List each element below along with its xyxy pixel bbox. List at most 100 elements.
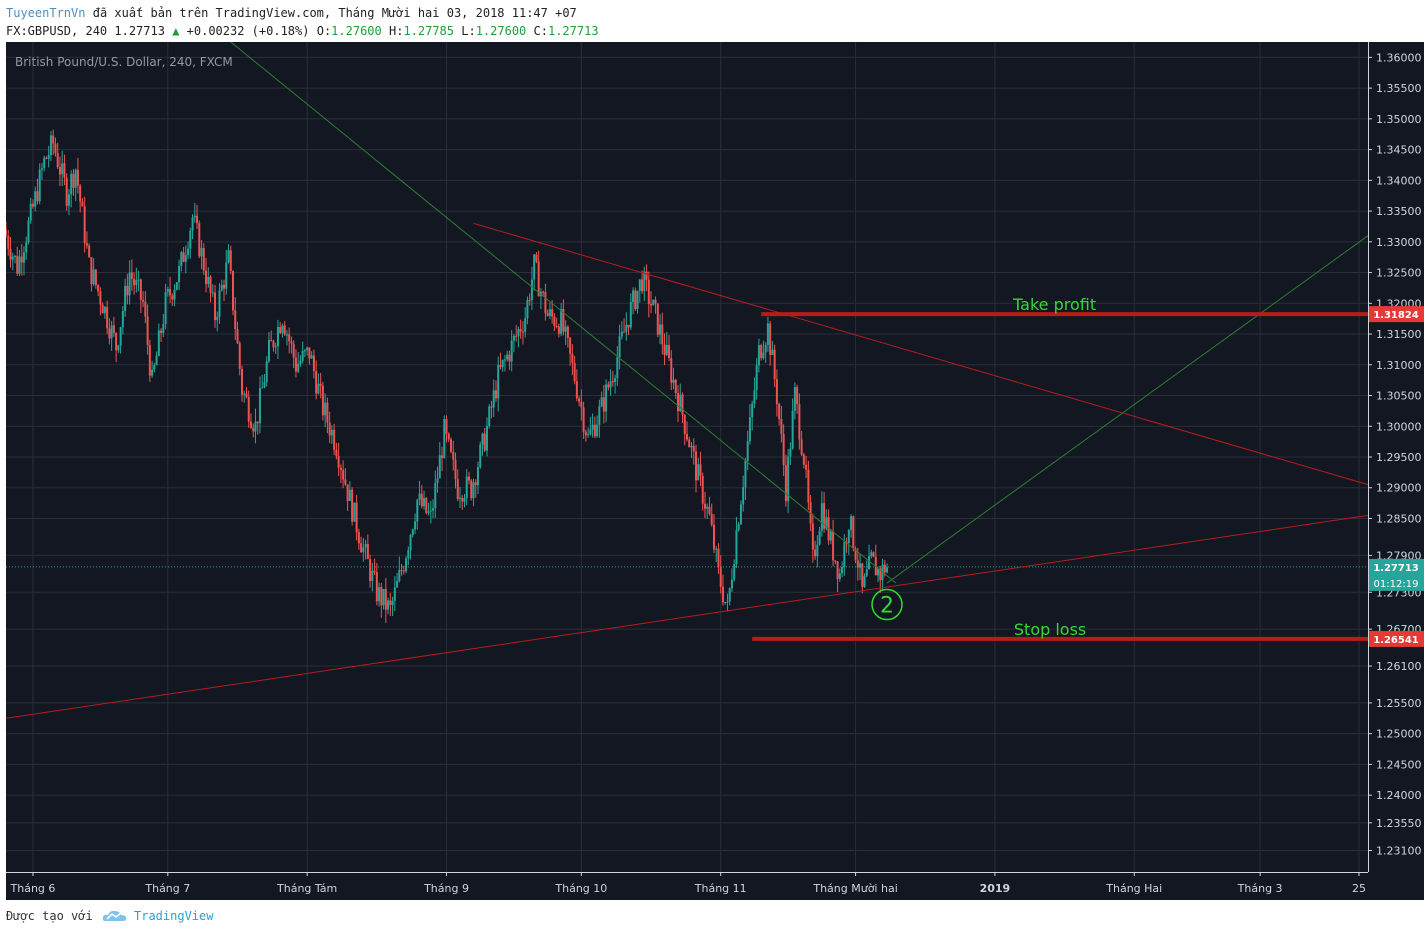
candle-body <box>456 479 459 499</box>
candle-body <box>654 299 657 304</box>
trendline-red <box>6 514 1369 719</box>
candle-body <box>351 489 354 522</box>
candle-body <box>546 313 549 316</box>
candle-body <box>11 256 14 260</box>
candle-body <box>247 397 250 422</box>
high-label: H: <box>388 24 404 38</box>
candle-body <box>45 157 48 159</box>
candle-body <box>36 191 39 202</box>
candle-body <box>47 155 50 159</box>
tradingview-link[interactable]: TradingView <box>134 909 214 923</box>
candle-body <box>389 600 392 606</box>
candle-body <box>827 517 830 541</box>
candle-body <box>263 382 266 388</box>
candle-body <box>13 255 16 257</box>
candle-body <box>88 245 91 258</box>
candle-body <box>160 330 163 334</box>
time-axis[interactable]: Tháng 6 Tháng 7 Tháng Tám Tháng 9 Tháng 10 Th… <box>6 872 1368 895</box>
candle-body <box>609 381 612 388</box>
change-value: +0.00232 (+0.18%) <box>186 24 310 38</box>
candle-body <box>632 290 635 302</box>
candle-body <box>677 393 680 412</box>
candle-body <box>148 344 151 376</box>
candle-body <box>6 229 7 236</box>
candle-body <box>652 299 655 306</box>
candle-body <box>452 451 455 460</box>
candle-body <box>737 524 740 531</box>
author-link[interactable]: TuyeenTrnVn <box>6 6 86 20</box>
take-profit-price-tag <box>1369 306 1424 323</box>
candle-body <box>789 448 792 457</box>
candle-body <box>299 360 302 364</box>
wave-marker-label: 2 <box>880 594 894 619</box>
candle-body <box>398 569 401 581</box>
price-chart[interactable]: British Pound/U.S. Dollar, 240, FXCM Tak… <box>6 42 1424 900</box>
candle-body <box>641 279 644 292</box>
candle-body <box>470 480 473 499</box>
candle-body <box>58 167 61 175</box>
candle-body <box>225 262 228 289</box>
candle-body <box>380 587 383 606</box>
candle-body <box>205 270 208 285</box>
candle-body <box>252 427 255 432</box>
price-tick-label: 1.23550 <box>1376 817 1422 830</box>
take-profit-label: Take profit <box>1012 295 1096 314</box>
candle-body <box>49 135 52 156</box>
candle-body <box>360 543 363 553</box>
candle-body <box>719 566 722 587</box>
candle-body <box>310 355 313 359</box>
trendline-red <box>473 222 1369 486</box>
candle-body <box>76 169 79 186</box>
candle-body <box>366 543 369 559</box>
candle-body <box>629 301 632 328</box>
candle-body <box>211 292 214 294</box>
candle-body <box>647 279 650 305</box>
candle-body <box>548 309 551 316</box>
candle-body <box>681 394 684 415</box>
change-up-icon: ▲ <box>172 24 180 38</box>
candle-body <box>166 289 169 293</box>
candle-body <box>335 449 338 457</box>
candle-body <box>721 586 724 603</box>
price-tick-label: 1.30500 <box>1376 390 1422 403</box>
price-axis[interactable]: 1.36000 1.35500 1.35000 1.34500 1.34000 1.335… <box>1368 42 1424 900</box>
candle-body <box>52 135 55 144</box>
candle-body <box>717 548 720 567</box>
published-text: đã xuất bản trên TradingView.com, Tháng … <box>92 6 577 20</box>
candle-body <box>566 326 569 338</box>
candle-body <box>220 284 223 291</box>
candle-body <box>29 203 32 221</box>
price-tick-label: 1.35500 <box>1376 82 1422 95</box>
candle-body <box>189 230 192 249</box>
chart-background <box>6 42 1424 900</box>
candle-body <box>25 242 28 253</box>
candle-body <box>384 589 387 610</box>
chart-header: TuyeenTrnVn đã xuất bản trên TradingView… <box>0 0 1428 42</box>
candle-body <box>420 493 423 507</box>
candle-body <box>784 465 787 502</box>
candle-body <box>155 355 158 366</box>
candle-body <box>879 568 882 581</box>
candle-body <box>492 390 495 408</box>
candle-body <box>79 185 82 202</box>
candle-body <box>450 439 453 452</box>
candle-body <box>65 177 68 206</box>
candle-body <box>793 387 796 411</box>
candle-body <box>485 426 488 451</box>
high-value: 1.27785 <box>403 24 455 38</box>
candle-body <box>515 335 518 337</box>
candle-body <box>297 363 300 372</box>
candle-body <box>411 529 414 536</box>
last-price-label: 1.27713 <box>1373 563 1419 574</box>
take-profit-price-label: 1.31824 <box>1373 310 1419 321</box>
candle-body <box>169 289 172 296</box>
candle-body <box>135 279 138 286</box>
candle-body <box>288 334 291 342</box>
candle-body <box>643 271 646 292</box>
candle-body <box>178 265 181 283</box>
candle-body <box>418 493 421 500</box>
candle-body <box>688 439 691 448</box>
candle-body <box>200 247 203 257</box>
candle-body <box>670 358 673 383</box>
candle-body <box>373 570 376 573</box>
